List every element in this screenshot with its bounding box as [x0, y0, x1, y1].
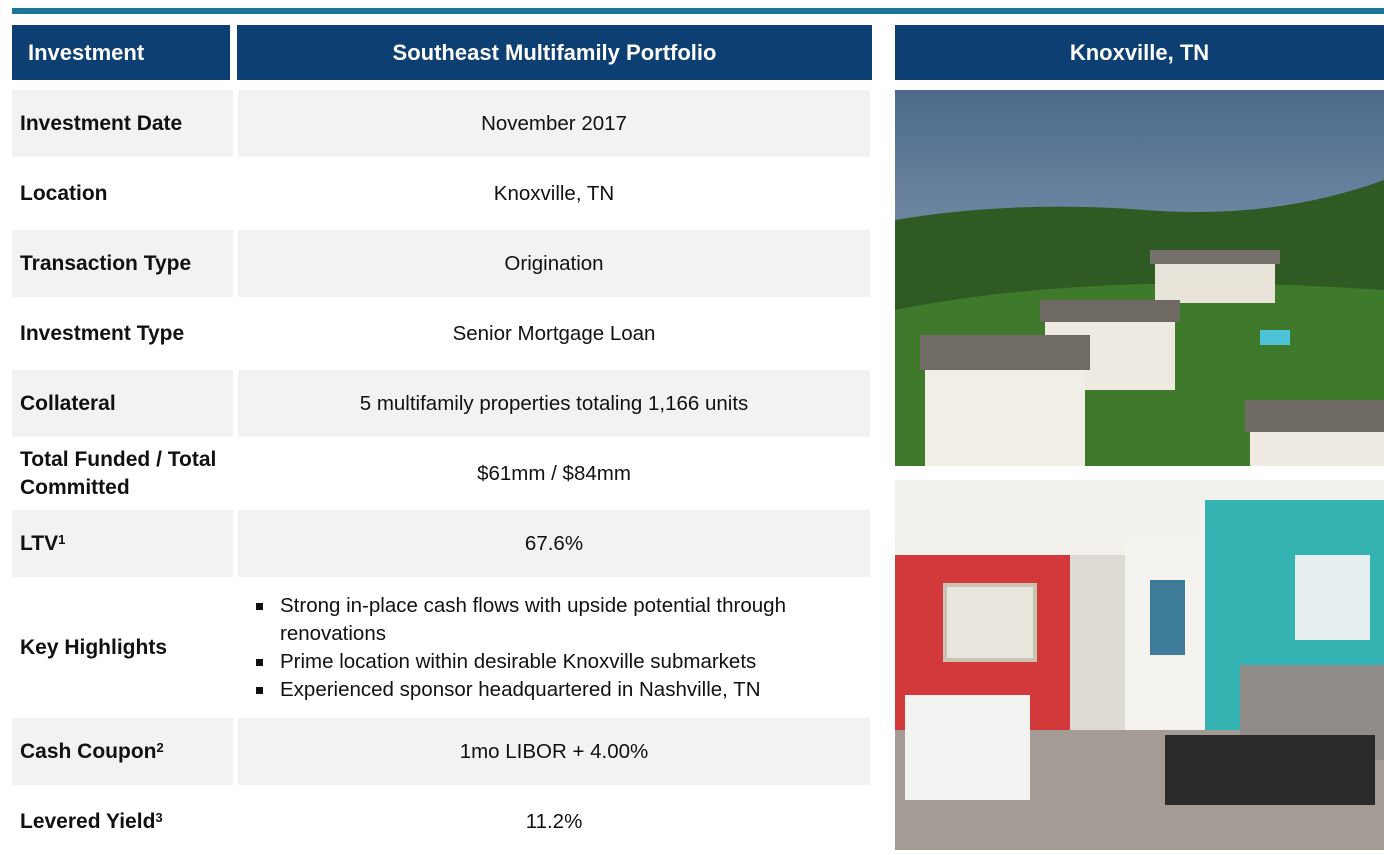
value-text: Origination: [504, 251, 604, 275]
footnote-marker: 3: [155, 809, 163, 825]
row-label: Investment Type: [12, 300, 233, 367]
row-label: LTV1: [12, 510, 233, 577]
row-value: Strong in-place cash flows with upside p…: [238, 580, 870, 715]
row-label: Levered Yield3: [12, 788, 233, 855]
footnote-marker: 2: [156, 739, 164, 755]
label-text: Location: [20, 181, 108, 205]
value-text: 1mo LIBOR + 4.00%: [459, 739, 649, 763]
row-value: November 2017: [238, 90, 870, 157]
row-label: Investment Date: [12, 90, 233, 157]
header-left: Investment: [12, 25, 230, 80]
top-rule: [12, 8, 1384, 14]
row-label: Total Funded / Total Committed: [12, 440, 233, 507]
bullet: Prime location within desirable Knoxvill…: [256, 648, 870, 676]
row-value: 11.2%: [238, 788, 870, 855]
row-label: Location: [12, 160, 233, 227]
label-text: Key Highlights: [20, 635, 168, 659]
interior-photo: [895, 480, 1384, 850]
label-text: LTV1: [20, 531, 66, 555]
row-label: Transaction Type: [12, 230, 233, 297]
value-text: 5 multifamily properties totaling 1,166 …: [359, 391, 749, 415]
value-text: 67.6%: [524, 531, 584, 555]
label-text: Transaction Type: [20, 251, 192, 275]
header-center: Southeast Multifamily Portfolio: [237, 25, 872, 80]
label-text: Cash Coupon2: [20, 739, 164, 763]
row-label: Key Highlights: [12, 580, 233, 715]
header-right: Knoxville, TN: [895, 25, 1384, 80]
row-value: 67.6%: [238, 510, 870, 577]
row-value: Senior Mortgage Loan: [238, 300, 870, 367]
label-text: Collateral: [20, 391, 116, 415]
row-value: Knoxville, TN: [238, 160, 870, 227]
label-text: Investment Date: [20, 111, 183, 135]
row-value: 5 multifamily properties totaling 1,166 …: [238, 370, 870, 437]
bullet: Strong in-place cash flows with upside p…: [256, 592, 870, 648]
footnote-marker: 1: [58, 531, 66, 547]
value-text: $61mm / $84mm: [477, 461, 631, 485]
value-text: Senior Mortgage Loan: [452, 321, 656, 345]
row-value: $61mm / $84mm: [238, 440, 870, 507]
value-text: November 2017: [481, 111, 627, 135]
row-value: 1mo LIBOR + 4.00%: [238, 718, 870, 785]
row-value: Origination: [238, 230, 870, 297]
value-text: Knoxville, TN: [493, 181, 615, 205]
label-text: Levered Yield3: [20, 809, 163, 833]
aerial-photo: [895, 90, 1384, 466]
row-label: Collateral: [12, 370, 233, 437]
bullet: Experienced sponsor headquartered in Nas…: [256, 676, 870, 704]
bullet-list: Strong in-place cash flows with upside p…: [238, 592, 870, 704]
row-label: Cash Coupon2: [12, 718, 233, 785]
label-text: Total Funded / Total Committed: [20, 447, 217, 499]
label-text: Investment Type: [20, 321, 185, 345]
value-text: 11.2%: [525, 809, 583, 833]
